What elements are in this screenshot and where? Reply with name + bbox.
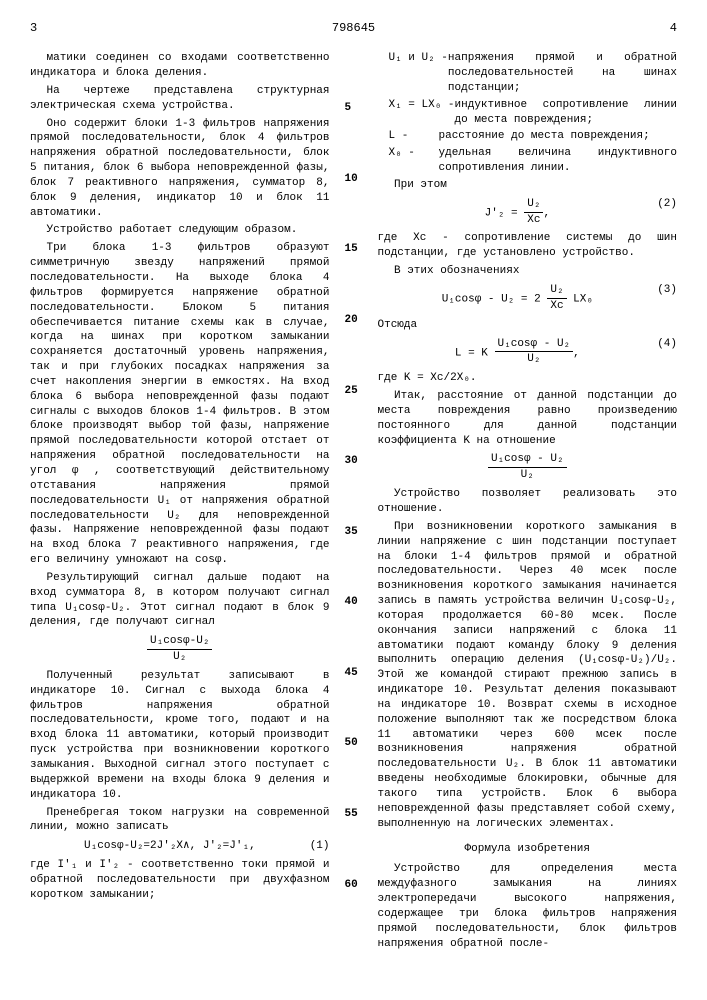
denominator: U₂: [488, 468, 567, 483]
def-desc: напряжения прямой и обратной последовате…: [448, 51, 677, 96]
document-number: 798645: [37, 20, 670, 36]
def-term: L -: [389, 129, 439, 144]
numerator: U₁cosφ - U₂: [495, 337, 574, 353]
where-clause: где Xc - сопротивление системы до шин по…: [378, 231, 678, 261]
numerator: U₂: [524, 197, 543, 213]
formula-number: (2): [657, 197, 677, 212]
formula-lhs: U₁cosφ - U₂ = 2: [442, 293, 541, 305]
page-header: 3 798645 4: [30, 20, 677, 36]
formula-number: (4): [657, 337, 677, 352]
def-item: X₀ - удельная величина индуктивного сопр…: [389, 146, 678, 176]
body-text: Устройство работает следующим образом.: [30, 223, 330, 238]
formula-number: (1): [310, 839, 330, 854]
numerator: U₂: [547, 283, 566, 299]
line-num: 55: [345, 807, 363, 822]
page-num-left: 3: [30, 20, 37, 36]
line-num: 5: [345, 101, 363, 116]
claims-heading: Формула изобретения: [378, 842, 678, 857]
def-desc: удельная величина индуктивного сопротивл…: [439, 146, 678, 176]
formula-4: L = K U₁cosφ - U₂ U₂ , (4): [378, 337, 678, 368]
denominator: Xc: [524, 213, 543, 228]
left-column: матики соединен со входами соответственн…: [30, 51, 330, 954]
numerator: U₁cosφ-U₂: [147, 634, 212, 650]
formula-lhs: J'₂ =: [485, 207, 518, 219]
body-text: На чертеже представлена структурная элек…: [30, 84, 330, 114]
formula-lhs: L = K: [455, 347, 488, 359]
def-term: U₁ и U₂ -: [389, 51, 448, 96]
formula-fraction: U₁cosφ-U₂ U₂: [30, 634, 330, 665]
def-term: X₀ -: [389, 146, 439, 176]
def-item: X₁ = LX₀ - индуктивное сопротивление лин…: [389, 98, 678, 128]
body-text: Результирующий сигнал дальше подают на в…: [30, 571, 330, 630]
body-text: Полученный результат записывают в индика…: [30, 669, 330, 803]
body-text: Устройство для определения места междуфа…: [378, 862, 678, 951]
body-text: матики соединен со входами соответственн…: [30, 51, 330, 81]
page-num-right: 4: [670, 20, 677, 36]
def-desc: индуктивное сопротивление линии до места…: [455, 98, 677, 128]
body-text: В этих обозначениях: [378, 264, 678, 279]
denominator: U₂: [147, 650, 212, 665]
line-number-gutter: 5 10 15 20 25 30 35 40 45 50 55 60: [345, 51, 363, 954]
formula-number: (3): [657, 283, 677, 298]
body-text: Итак, расстояние от данной подстанции до…: [378, 389, 678, 448]
where-clause: где K = Xc/2X₀.: [378, 371, 678, 386]
line-num: 15: [345, 242, 363, 257]
definition-list: U₁ и U₂ - напряжения прямой и обратной п…: [389, 51, 678, 176]
def-term: X₁ = LX₀ -: [389, 98, 455, 128]
def-desc: расстояние до места повреждения;: [439, 129, 678, 144]
line-num: 10: [345, 172, 363, 187]
denominator: U₂: [495, 352, 574, 367]
line-num: 35: [345, 525, 363, 540]
line-num: 20: [345, 313, 363, 328]
denominator: Xc: [547, 299, 566, 314]
where-clause: где I'₁ и I'₂ - соответственно токи прям…: [30, 858, 330, 903]
numerator: U₁cosφ - U₂: [488, 452, 567, 468]
body-text: Пренебрегая током нагрузки на современно…: [30, 806, 330, 836]
line-num: 25: [345, 384, 363, 399]
def-item: U₁ и U₂ - напряжения прямой и обратной п…: [389, 51, 678, 96]
def-item: L - расстояние до места повреждения;: [389, 129, 678, 144]
formula-1: U₁cosφ-U₂=2J'₂X∧, J'₂=J'₁, (1): [30, 839, 330, 854]
formula-rhs: LX₀: [573, 293, 593, 305]
formula-3: U₁cosφ - U₂ = 2 U₂ Xc LX₀ (3): [378, 283, 678, 314]
body-text: Устройство позволяет реализовать это отн…: [378, 487, 678, 517]
line-num: 40: [345, 595, 363, 610]
body-text: При этом: [378, 178, 678, 193]
body-text: При возникновении короткого замыкания в …: [378, 520, 678, 832]
body-text: Оно содержит блоки 1-3 фильтров напряжен…: [30, 117, 330, 221]
body-text: Три блока 1-3 фильтров образуют симметри…: [30, 241, 330, 568]
two-column-layout: матики соединен со входами соответственн…: [30, 51, 677, 954]
right-column: U₁ и U₂ - напряжения прямой и обратной п…: [378, 51, 678, 954]
line-num: 50: [345, 736, 363, 751]
line-num: 45: [345, 666, 363, 681]
line-num: 30: [345, 454, 363, 469]
formula-2: J'₂ = U₂ Xc , (2): [378, 197, 678, 228]
line-num: 60: [345, 878, 363, 893]
formula-expr: U₁cosφ-U₂=2J'₂X∧, J'₂=J'₁,: [84, 840, 256, 852]
formula-fraction: U₁cosφ - U₂ U₂: [378, 452, 678, 483]
body-text: Отсюда: [378, 318, 678, 333]
